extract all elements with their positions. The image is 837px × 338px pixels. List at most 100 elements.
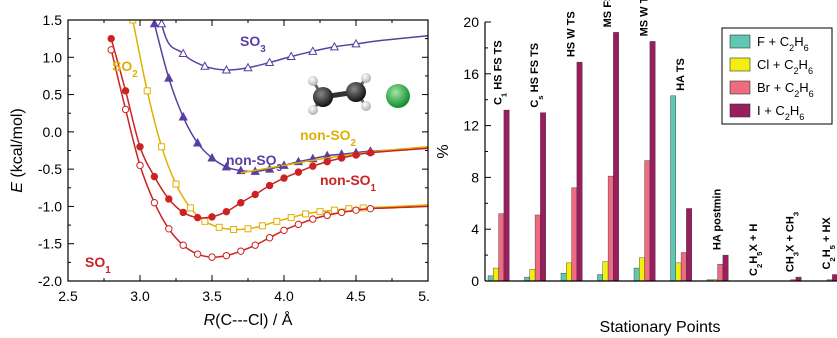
bar bbox=[649, 41, 656, 282]
y-tick-label: -1.5 bbox=[38, 236, 62, 252]
series-line bbox=[132, 20, 428, 231]
plot-area bbox=[107, 20, 428, 261]
data-point bbox=[121, 105, 130, 114]
legend-swatch bbox=[729, 57, 751, 72]
data-point bbox=[129, 20, 137, 24]
legend-label: F + C2H6 bbox=[757, 34, 809, 53]
bar bbox=[602, 261, 609, 282]
data-point bbox=[286, 51, 296, 61]
category-label-part: HA TS bbox=[675, 58, 687, 91]
data-point bbox=[273, 217, 281, 225]
data-point bbox=[136, 161, 144, 170]
x-tick-label: 3.0 bbox=[130, 288, 150, 304]
bar bbox=[670, 95, 677, 282]
carbon-atom bbox=[313, 87, 333, 107]
series-label-part: 2 bbox=[132, 69, 138, 80]
data-point bbox=[158, 143, 166, 151]
bar bbox=[571, 187, 578, 282]
data-point bbox=[352, 206, 360, 214]
category-label: MS FS TS bbox=[602, 0, 614, 27]
category-label-part: HS FS TS bbox=[529, 43, 541, 96]
data-point bbox=[222, 207, 231, 216]
plot-frame bbox=[67, 19, 429, 282]
legend-label-part: F + C bbox=[757, 34, 789, 49]
data-point bbox=[207, 152, 217, 162]
hydrogen-atom bbox=[361, 73, 371, 83]
data-point bbox=[150, 199, 159, 207]
bar bbox=[597, 274, 604, 282]
series-label-part: non-SO bbox=[226, 152, 277, 168]
data-point bbox=[121, 87, 130, 95]
y-axis-title: E (kcal/mol) bbox=[9, 108, 26, 192]
data-point bbox=[221, 64, 232, 74]
data-point bbox=[193, 213, 202, 222]
y-tick-label: 1.0 bbox=[43, 49, 63, 65]
data-point bbox=[280, 226, 288, 234]
data-point bbox=[156, 20, 167, 28]
data-point bbox=[309, 162, 317, 170]
data-point bbox=[308, 46, 318, 55]
bar bbox=[534, 214, 541, 282]
y-tick-label: 16 bbox=[463, 66, 479, 82]
category-label-part: MS W TS bbox=[639, 0, 651, 36]
series-line bbox=[160, 20, 428, 71]
bar bbox=[498, 213, 505, 282]
y-tick-label: 8 bbox=[471, 169, 479, 185]
category-label: HA postmin bbox=[712, 189, 724, 251]
legend-swatch bbox=[729, 34, 751, 49]
legend-label-part: 2 bbox=[794, 89, 799, 99]
series-label-part: 3 bbox=[277, 163, 283, 174]
data-point bbox=[237, 247, 245, 255]
series-label-part: SO bbox=[85, 254, 105, 270]
data-point bbox=[179, 241, 187, 249]
y-tick-label: 0 bbox=[471, 273, 479, 289]
data-point bbox=[179, 208, 187, 217]
data-point bbox=[352, 151, 360, 159]
bar bbox=[686, 208, 692, 282]
data-point bbox=[150, 172, 159, 181]
series-label: SO2 bbox=[112, 58, 138, 80]
x-tick-label: 2.5 bbox=[58, 288, 78, 304]
category-label-part: MS FS TS bbox=[602, 0, 614, 27]
category-label-part: 2 bbox=[755, 264, 764, 268]
category-label-part: C bbox=[748, 268, 760, 276]
data-point bbox=[264, 57, 275, 67]
y-tick-label: -0.5 bbox=[38, 161, 62, 177]
data-point bbox=[165, 195, 173, 203]
series-label-part: SO bbox=[112, 58, 132, 74]
data-point bbox=[294, 168, 303, 176]
data-point bbox=[193, 250, 202, 258]
legend-label: Br + C2H6 bbox=[757, 80, 814, 99]
molecule-icon bbox=[308, 73, 410, 115]
y-axis-title: % bbox=[435, 144, 452, 158]
bar bbox=[633, 267, 640, 282]
data-point bbox=[136, 143, 144, 151]
bar bbox=[560, 273, 567, 282]
y-tick-label: 12 bbox=[463, 118, 479, 134]
bar bbox=[576, 61, 583, 282]
data-point bbox=[201, 217, 209, 225]
legend-label-part: 6 bbox=[799, 112, 804, 122]
category-label-part: + HX bbox=[821, 217, 833, 245]
legend-label: Cl + C2H6 bbox=[757, 57, 813, 76]
data-point bbox=[164, 73, 174, 82]
legend-label-part: Br + C bbox=[757, 80, 794, 95]
category-label: Cs HS FS TS bbox=[529, 43, 545, 108]
bar bbox=[566, 262, 572, 282]
category-label-part: C bbox=[529, 100, 541, 108]
data-point bbox=[244, 225, 252, 233]
data-point bbox=[258, 222, 266, 230]
legend-swatch bbox=[729, 103, 751, 118]
series-label: SO1 bbox=[85, 254, 111, 276]
category-label-part: 1 bbox=[499, 92, 508, 97]
data-point bbox=[294, 220, 303, 229]
x-axis-title: R(C---Cl) / Å bbox=[204, 310, 293, 329]
series-label-part: SO bbox=[240, 33, 260, 49]
y-tick-label: -2.0 bbox=[38, 273, 62, 289]
legend-swatch bbox=[729, 80, 751, 95]
category-label: C2H5X + H bbox=[748, 224, 764, 276]
carbon-atom bbox=[346, 82, 366, 102]
category-label-part: 3 bbox=[791, 252, 800, 256]
data-point bbox=[309, 215, 317, 223]
